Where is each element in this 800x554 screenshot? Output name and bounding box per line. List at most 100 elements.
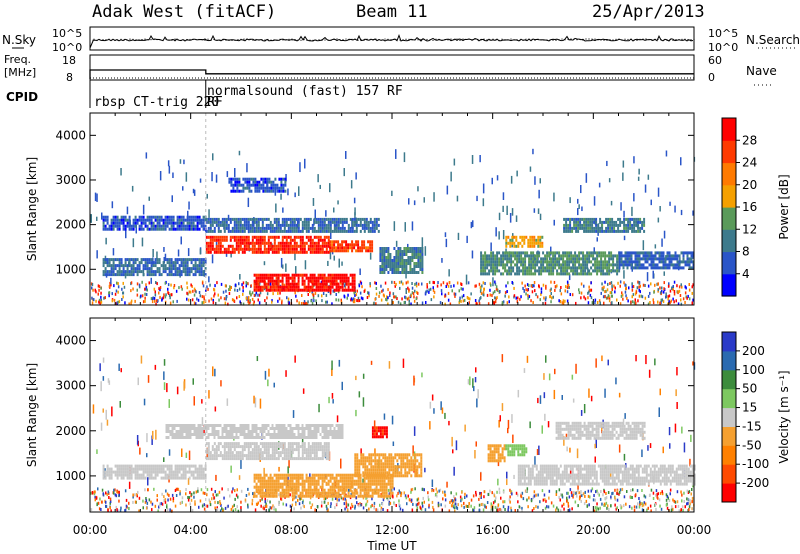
region-3-cell xyxy=(319,244,322,248)
region-8-cell xyxy=(282,189,285,193)
noise-cell xyxy=(219,502,222,506)
region-10-cell xyxy=(509,244,512,248)
region-6-cell xyxy=(283,229,286,233)
region-5-cell xyxy=(267,276,270,280)
region-12-cell xyxy=(640,266,643,270)
region-9-cell xyxy=(540,266,543,270)
scatter-cell xyxy=(553,219,555,226)
region-9-cell xyxy=(554,260,557,264)
region-2-cell xyxy=(192,218,195,222)
region-12-cell xyxy=(688,251,691,255)
noise-cell xyxy=(101,488,104,492)
region-2-cell xyxy=(162,218,165,222)
noise-cell xyxy=(502,300,505,304)
noise-cell xyxy=(569,293,571,296)
noise-cell xyxy=(387,288,389,292)
region-5-cell xyxy=(333,279,336,283)
region-1-cell xyxy=(174,261,177,265)
noise-cell xyxy=(635,301,637,305)
noise-cell xyxy=(433,295,435,299)
region-2-cell xyxy=(160,224,163,228)
noise-cell xyxy=(589,288,592,292)
region-9-cell xyxy=(546,251,549,255)
region-3-cell xyxy=(301,244,304,248)
region-1-cell xyxy=(130,270,133,274)
nsearch-dot xyxy=(144,38,146,40)
region-3-cell xyxy=(323,235,326,239)
region-3-cell xyxy=(315,250,318,254)
region-11-cell xyxy=(629,217,632,221)
noise-cell xyxy=(455,505,458,509)
region-1-cell xyxy=(168,261,171,265)
noise-cell xyxy=(669,492,671,496)
region-9-cell xyxy=(572,260,575,264)
region-8-cell xyxy=(242,186,245,190)
region-6-cell xyxy=(327,217,330,221)
nsearch-dot xyxy=(171,39,173,41)
region-10-cell xyxy=(525,235,528,239)
region-5-cell xyxy=(267,282,270,286)
scatter-cell xyxy=(502,230,505,240)
noise-cell xyxy=(408,296,410,300)
region-6-cell xyxy=(213,226,216,230)
region-9-cell xyxy=(490,257,493,261)
region-7-cell xyxy=(403,271,406,274)
noise-cell xyxy=(373,301,375,305)
noise-cell xyxy=(408,498,411,502)
region-5-cell xyxy=(285,273,288,277)
noise-cell xyxy=(200,488,203,492)
region-7-cell xyxy=(379,256,382,259)
region-3-cell xyxy=(209,238,212,242)
noise-cell xyxy=(350,297,353,301)
nsearch-dot xyxy=(642,38,644,40)
noise-cell xyxy=(375,302,377,306)
region-2-cell xyxy=(156,224,159,228)
noise-cell xyxy=(665,498,668,502)
noise-cell xyxy=(545,499,547,503)
noise-cell xyxy=(350,506,352,510)
region-4-cell xyxy=(367,240,370,244)
noise-cell xyxy=(223,496,225,500)
region-2-cell xyxy=(146,215,149,219)
noise-cell xyxy=(467,281,470,285)
region-3-cell xyxy=(215,244,218,248)
noise-cell xyxy=(238,295,241,298)
region-5-cell xyxy=(287,279,290,283)
region-8-cell xyxy=(248,183,251,187)
region-3-cell xyxy=(239,235,242,239)
region-5-cell xyxy=(351,285,354,289)
noise-cell xyxy=(632,285,635,288)
region-3-cell xyxy=(229,235,232,239)
region-6-cell xyxy=(351,223,354,227)
region-6-cell xyxy=(239,226,242,230)
scatter-cell xyxy=(304,260,307,270)
region-11-cell xyxy=(583,223,586,227)
noise-cell xyxy=(173,284,176,287)
region-3-cell xyxy=(287,244,290,248)
noise-cell xyxy=(174,504,177,508)
region-11-cell xyxy=(605,226,608,230)
region-7-cell xyxy=(403,250,406,253)
region-6-cell xyxy=(369,229,372,233)
region-6-cell xyxy=(363,226,366,230)
region-10-cell xyxy=(509,238,512,242)
region-5-cell xyxy=(309,279,312,283)
region-9-cell xyxy=(580,266,583,270)
region-11-cell xyxy=(635,217,638,221)
region-12-cell xyxy=(622,260,625,264)
noise-cell xyxy=(345,502,348,506)
region-12-cell xyxy=(646,266,649,270)
noise-cell xyxy=(513,286,515,290)
region-9-cell xyxy=(608,266,611,270)
nsearch-dot xyxy=(174,38,176,40)
region-2-cell xyxy=(132,227,135,231)
region-9-cell xyxy=(566,266,569,270)
noise-cell xyxy=(481,284,483,288)
noise-cell xyxy=(575,301,577,305)
noise-cell xyxy=(104,296,106,300)
noise-cell xyxy=(321,294,323,298)
noise-cell xyxy=(239,300,241,304)
region-12-cell xyxy=(682,254,685,258)
region-5-cell xyxy=(271,282,274,286)
region-6-cell xyxy=(295,223,298,227)
